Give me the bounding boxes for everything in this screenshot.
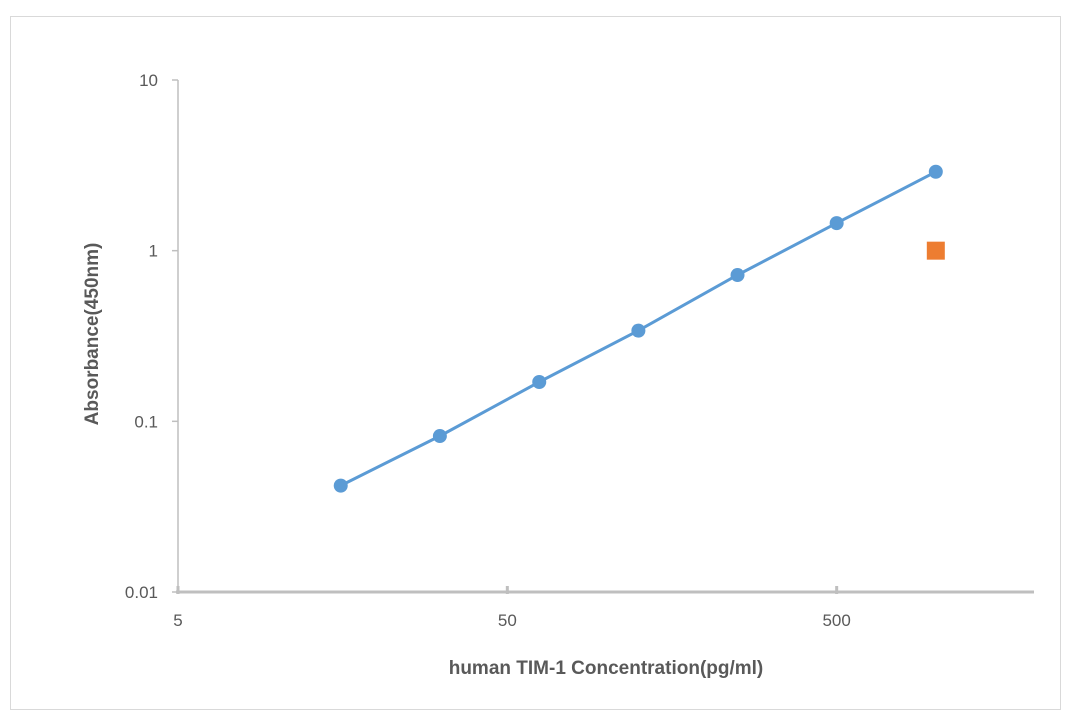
series-0-point-3 [631,323,646,338]
y-tick-label: 0.1 [134,412,158,431]
series-0-point-0 [333,478,348,493]
series-0-point-2 [532,375,547,390]
series-0-point-6 [928,164,943,179]
axes [176,80,1034,594]
series-0-point-1 [432,429,447,444]
series-1-point-0 [926,241,945,260]
series-0-point-5 [829,216,844,231]
y-tick-label: 0.01 [125,583,158,602]
y-tick-label: 1 [149,242,158,261]
series-layer [333,164,945,493]
x-tick-label: 50 [498,611,517,630]
chart-frame [10,16,1061,710]
x-axis-title: human TIM-1 Concentration(pg/ml) [449,658,764,679]
ticks: 0.01 0.1 1 10 5 50 500 [125,71,851,630]
y-axis-title: Absorbance(450nm) [82,243,103,426]
y-tick-label: 10 [139,71,158,90]
x-tick-label: 5 [173,611,182,630]
x-tick-label: 500 [822,611,850,630]
series-0-point-4 [730,268,745,283]
